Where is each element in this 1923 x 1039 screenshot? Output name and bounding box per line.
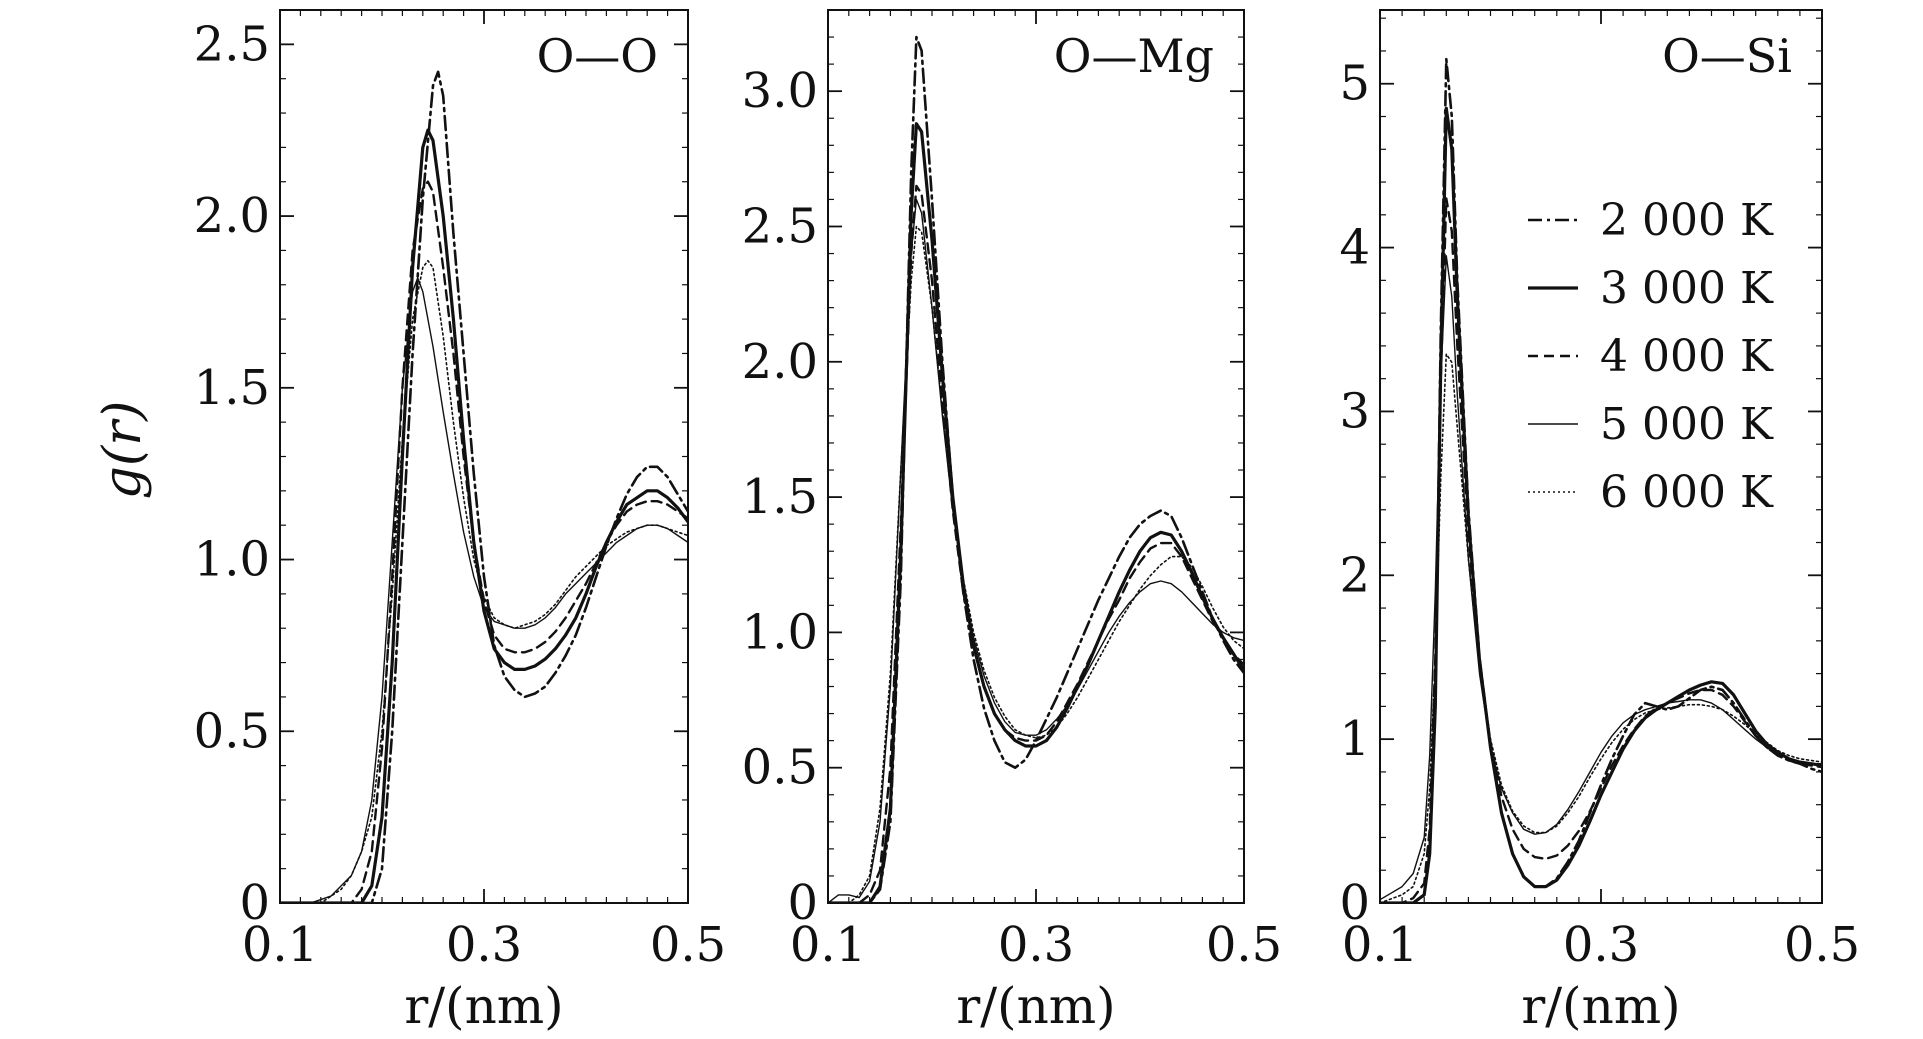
y-tick-label: 2.0: [742, 334, 818, 390]
legend-label: 5 000 K: [1600, 399, 1774, 450]
y-tick-label: 3.0: [742, 63, 818, 119]
y-tick-label: 1.0: [194, 532, 270, 588]
series-line-3-000-k: [280, 128, 688, 903]
y-tick-label: 0: [1339, 875, 1370, 931]
legend: 2 000 K 3 000 K 4 000 K 5 000 K 6 000 K: [1528, 195, 1774, 518]
legend-label: 6 000 K: [1600, 467, 1774, 518]
chart-panel-2: 0.1 0.3 0.5 0 0.5 1.0 1.5 2.0 2.5 3.0 O—Mg r/(nm): [742, 9, 1282, 1035]
chart-panel-3: 0.1 0.3 0.5 0 1 2 3 4 5 O—Si r/(nm): [1339, 9, 1860, 1035]
series-group: [280, 70, 688, 903]
legend-label: 4 000 K: [1600, 331, 1774, 382]
x-tick-label: 0.3: [446, 917, 522, 973]
x-tick-label: 0.5: [1206, 917, 1282, 973]
y-tick-label: 0: [239, 875, 270, 931]
series-line-5-000-k: [280, 277, 688, 903]
series-line-6-000-k: [280, 259, 688, 903]
plot-frame: [1379, 9, 1823, 904]
y-tick-label: 5: [1339, 56, 1370, 112]
series-line-6-000-k: [1380, 353, 1822, 903]
x-tick-label: 0.3: [1563, 917, 1639, 973]
x-axis-label: r/(nm): [404, 977, 563, 1035]
series-line-6-000-k: [828, 225, 1244, 903]
y-tick-label: 2.0: [194, 188, 270, 244]
y-tick-label: 4: [1339, 220, 1370, 276]
x-tick-label: 0.1: [790, 917, 866, 973]
y-axis-label: g(r): [93, 401, 153, 500]
series-line-4-000-k: [1380, 197, 1822, 903]
y-tick-label: 0: [787, 875, 818, 931]
series-line-5-000-k: [1380, 255, 1822, 901]
panel-title: O—Mg: [1054, 29, 1214, 83]
panel-title: O—Si: [1662, 29, 1792, 83]
x-tick-label: 0.1: [242, 917, 318, 973]
y-tick-label: 1: [1339, 711, 1370, 767]
legend-label: 2 000 K: [1600, 195, 1774, 246]
y-tick-label: 0.5: [194, 703, 270, 759]
plot-frame: [279, 9, 689, 904]
chart-panel-1: 0.1 0.3 0.5 0 0.5 1.0 1.5 2.0 2.5 O—O r/(nm): [194, 9, 726, 1035]
x-axis-label: r/(nm): [956, 977, 1115, 1035]
y-tick-label: 2.5: [194, 16, 270, 72]
panel-title: O—O: [537, 29, 658, 83]
plot-frame: [827, 9, 1245, 904]
series-group: [828, 35, 1244, 903]
y-tick-label: 0.5: [742, 740, 818, 796]
series-line-2-000-k: [828, 35, 1244, 903]
x-axis-label: r/(nm): [1521, 977, 1680, 1035]
x-tick-label: 0.5: [650, 917, 726, 973]
y-tick-label: 2.5: [742, 198, 818, 254]
legend-label: 3 000 K: [1600, 263, 1774, 314]
y-tick-label: 1.5: [194, 360, 270, 416]
y-tick-label: 1.0: [742, 604, 818, 660]
y-tick-label: 3: [1339, 383, 1370, 439]
x-tick-label: 0.1: [1342, 917, 1418, 973]
y-tick-label: 1.5: [742, 469, 818, 525]
series-line-3-000-k: [828, 122, 1244, 903]
series-line-2-000-k: [280, 70, 688, 903]
series-line-3-000-k: [1380, 106, 1822, 903]
x-tick-label: 0.3: [998, 917, 1074, 973]
y-tick-label: 2: [1339, 547, 1370, 603]
series-group: [1380, 57, 1822, 903]
x-tick-label: 0.5: [1784, 917, 1860, 973]
